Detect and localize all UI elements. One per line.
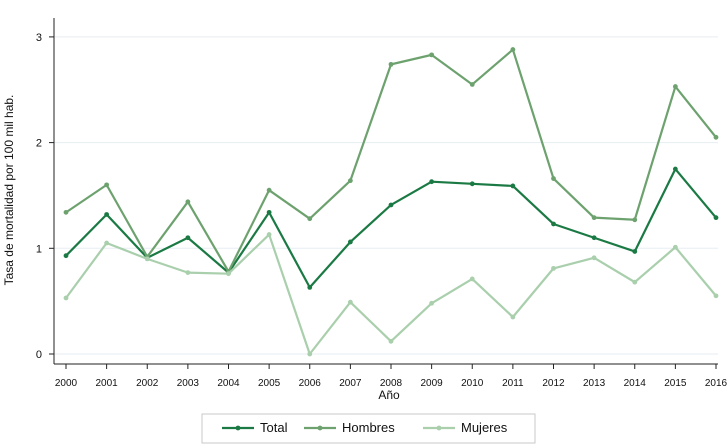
x-tick-label-2002: 2002 — [136, 378, 159, 389]
legend: Total Hombres Mujeres — [201, 413, 536, 444]
x-tick-label-2008: 2008 — [380, 378, 403, 389]
point-mujeres-2015 — [672, 244, 678, 250]
legend-label-hombres: Hombres — [342, 420, 395, 435]
legend-marker-hombres — [317, 425, 323, 431]
point-mujeres-2011 — [510, 314, 516, 320]
legend-label-total: Total — [260, 420, 288, 435]
series-line-total — [65, 167, 717, 289]
point-hombres-2015 — [672, 84, 678, 89]
point-total-2013 — [591, 235, 597, 241]
point-total-2016 — [713, 215, 719, 221]
point-mujeres-2013 — [591, 255, 597, 261]
point-total-2010 — [469, 181, 475, 187]
point-total-2000 — [63, 253, 69, 259]
point-hombres-2006 — [307, 216, 313, 222]
x-tick-label-2001: 2001 — [96, 378, 119, 389]
point-mujeres-2009 — [429, 300, 435, 306]
series-lines — [63, 47, 719, 357]
series-line-hombres — [65, 48, 717, 273]
x-tick-label-2003: 2003 — [177, 378, 200, 389]
x-tick-label-2007: 2007 — [339, 378, 362, 389]
point-hombres-2003 — [185, 199, 191, 205]
x-tick-label-2010: 2010 — [461, 378, 484, 389]
point-total-2015 — [672, 166, 678, 172]
point-hombres-2000 — [63, 209, 69, 215]
point-hombres-2011 — [510, 47, 516, 52]
x-tick-label-2014: 2014 — [624, 378, 647, 389]
x-tick-label-2009: 2009 — [421, 378, 444, 389]
x-tick-label-2015: 2015 — [664, 378, 687, 389]
x-tick-label-2011: 2011 — [502, 378, 524, 389]
grid-lines — [54, 36, 718, 355]
point-hombres-2013 — [591, 215, 597, 221]
point-total-2012 — [551, 221, 556, 227]
y-tick-label-3: 3 — [36, 32, 42, 44]
point-total-2003 — [185, 235, 191, 241]
point-hombres-2008 — [388, 61, 394, 67]
x-tick-label-2012: 2012 — [542, 378, 565, 389]
point-mujeres-2003 — [185, 270, 191, 276]
point-mujeres-2014 — [632, 279, 638, 285]
point-total-2007 — [347, 239, 353, 245]
legend-box — [201, 413, 536, 444]
point-hombres-2016 — [713, 134, 719, 140]
point-total-2014 — [632, 249, 638, 254]
x-tick-label-2006: 2006 — [299, 378, 322, 389]
point-hombres-2014 — [632, 217, 638, 223]
x-tick-label-2013: 2013 — [583, 378, 606, 389]
x-tick-label-2005: 2005 — [258, 378, 281, 389]
point-mujeres-2001 — [104, 240, 110, 246]
point-total-2001 — [104, 212, 110, 217]
point-total-2008 — [388, 202, 394, 208]
point-mujeres-2006 — [307, 351, 313, 357]
axes: 0 1 2 3 2000 2001 2002 2003 2004 2005 2006 2007 2008… — [36, 18, 727, 389]
x-axis-title: Año — [378, 388, 400, 402]
point-total-2006 — [307, 285, 313, 290]
point-mujeres-2004 — [226, 271, 231, 277]
point-hombres-2009 — [429, 52, 435, 58]
point-hombres-2001 — [104, 182, 110, 188]
series-line-mujeres — [65, 233, 717, 356]
y-tick-label-2: 2 — [36, 138, 42, 150]
point-mujeres-2000 — [63, 295, 69, 301]
point-mujeres-2002 — [144, 256, 150, 262]
x-tick-label-2000: 2000 — [55, 378, 78, 389]
x-tick-label-2016: 2016 — [705, 378, 727, 389]
point-mujeres-2008 — [388, 338, 394, 344]
point-mujeres-2012 — [551, 265, 556, 271]
point-total-2005 — [266, 209, 272, 215]
point-total-2009 — [429, 179, 435, 185]
y-axis-title: Tasa de mortalidad por 100 mil hab. — [2, 95, 16, 286]
point-mujeres-2005 — [266, 232, 272, 237]
point-hombres-2007 — [347, 178, 353, 184]
x-tick-label-2004: 2004 — [217, 378, 240, 389]
y-tick-label-0: 0 — [36, 349, 42, 361]
legend-marker-mujeres — [436, 425, 442, 431]
point-hombres-2010 — [469, 82, 475, 87]
point-total-2011 — [510, 183, 516, 189]
point-mujeres-2007 — [347, 299, 353, 305]
legend-label-mujeres: Mujeres — [461, 420, 508, 435]
legend-marker-total — [235, 425, 241, 431]
point-hombres-2012 — [551, 176, 556, 181]
point-hombres-2005 — [266, 187, 272, 193]
point-mujeres-2016 — [713, 293, 719, 299]
y-tick-label-1: 1 — [36, 243, 42, 255]
point-mujeres-2010 — [469, 276, 475, 282]
